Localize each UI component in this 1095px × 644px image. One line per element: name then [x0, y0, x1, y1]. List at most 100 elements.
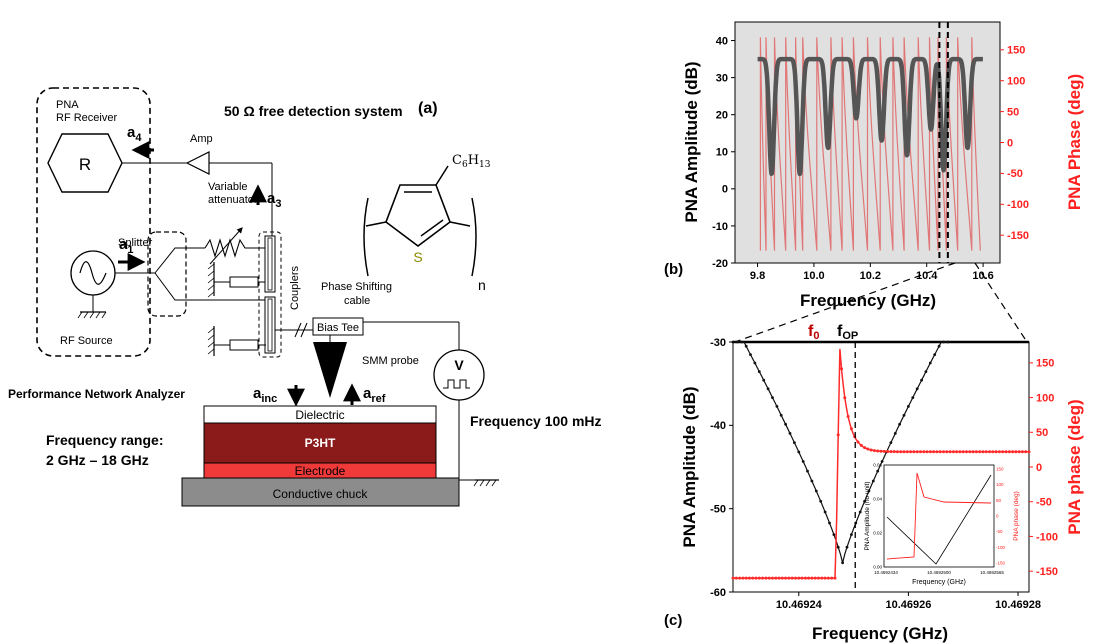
receiver-symbol: R	[79, 155, 91, 174]
amplitude-point	[793, 441, 796, 444]
panel-a-label: (a)	[418, 100, 438, 117]
phase-point	[823, 576, 827, 580]
inset-y-tick-label: 0.06	[873, 463, 882, 468]
couplers-box	[258, 231, 282, 358]
aref-label: aref	[363, 385, 386, 405]
inset-amplitude-trace	[886, 474, 992, 565]
molecule-repeat-n: n	[478, 277, 486, 293]
inset-y2-tick-label: 0	[996, 514, 999, 519]
panel-c-label: (c)	[664, 612, 682, 629]
phase-point	[902, 450, 906, 454]
y-tick-label: 30	[716, 72, 728, 84]
phase-point	[928, 450, 932, 454]
amplitude-point	[775, 405, 779, 408]
phase-point	[886, 450, 890, 453]
y-tick-label: -30	[710, 337, 726, 349]
phase-point	[892, 450, 896, 454]
y-tick-label: 150	[1036, 358, 1054, 370]
bias-tee-box	[312, 317, 364, 336]
phase-point	[899, 450, 903, 454]
phase-point	[863, 446, 867, 450]
amplitude-point	[863, 499, 866, 503]
phase-point	[951, 450, 955, 454]
a4-label: a4	[127, 124, 142, 144]
inset-frame	[883, 464, 995, 568]
phase-point	[1007, 450, 1011, 454]
phase-point	[1017, 450, 1021, 454]
f0-label: f0	[808, 323, 819, 342]
amplitude-point	[889, 441, 893, 444]
amplitude-point	[907, 405, 910, 408]
dielectric-label: Dielectric	[295, 408, 344, 422]
amplitude-point	[836, 545, 840, 549]
amplitude-point	[893, 432, 897, 435]
amplitude-point	[806, 469, 809, 473]
inset-ylabel-left: PNA Amplitude (no unit)	[864, 481, 871, 550]
c-ylabel-right: PNA phase (deg)	[1065, 399, 1084, 534]
receiver-hexagon	[47, 133, 123, 193]
bias-tee-label: Bias Tee	[317, 322, 359, 334]
fop-label: fOP	[837, 323, 858, 342]
p3ht-molecule: C6H13 S n	[363, 153, 491, 293]
phase-point	[974, 450, 978, 454]
phase-point	[994, 450, 998, 454]
phase-point	[968, 450, 972, 454]
inset-xlabel: Frequency (GHz)	[912, 579, 966, 586]
x-tick-label: 10.2	[860, 270, 881, 282]
inset-y-tick-label: 0.04	[873, 497, 882, 502]
phase-point	[965, 450, 968, 454]
amplitude-point	[766, 387, 770, 391]
phase-point	[872, 449, 876, 453]
phase-point	[909, 450, 913, 454]
amplitude-point	[797, 450, 801, 454]
phase-point	[869, 448, 873, 452]
phase-point	[889, 450, 893, 454]
amplitude-point	[810, 479, 814, 483]
panel-b-label: (b)	[664, 261, 683, 278]
rf-source-label: RF Source	[60, 335, 113, 347]
phase-point	[849, 427, 853, 431]
amplitude-point	[740, 340, 744, 344]
amplitude-point	[771, 396, 774, 399]
cable-label: cable	[344, 295, 370, 307]
y-tick-label: -40	[710, 420, 726, 432]
amplitude-point	[876, 469, 880, 473]
amplitude-point	[736, 340, 739, 344]
amplitude-point	[898, 422, 901, 426]
phase-point	[813, 576, 817, 580]
phase-point	[988, 450, 991, 454]
y-tick-label: -60	[710, 587, 726, 599]
phase-point	[958, 450, 962, 454]
variable-label: Variable	[208, 181, 248, 193]
smm-probe-tip	[313, 342, 347, 398]
amplitude-point	[744, 344, 748, 348]
amplitude-point	[788, 432, 792, 435]
phase-point	[830, 576, 834, 580]
y-tick-label: -20	[712, 258, 728, 270]
phase-point	[810, 576, 814, 580]
attenuator-symbol	[204, 238, 268, 258]
phase-point	[879, 449, 883, 453]
phase-point	[981, 450, 985, 454]
y-tick-label: 150	[1007, 45, 1025, 57]
rf-receiver-title: RF Receiver	[56, 112, 117, 124]
phase-point	[859, 443, 863, 447]
a1-label: a1	[119, 236, 133, 256]
amplitude-point	[924, 370, 928, 373]
frequency-range-label: Frequency range:	[46, 432, 163, 448]
amplitude-point	[779, 413, 783, 417]
inset-chart: 10.4692434 10.4692500 10.4692565 0.00 0.02 0.…	[864, 463, 1020, 587]
b-ylabel-left: PNA Amplitude (dB)	[682, 61, 701, 222]
phase-point	[787, 576, 791, 580]
phase-point	[777, 576, 781, 580]
phase-point	[912, 450, 916, 454]
phase-point	[741, 576, 745, 580]
phase-shift-label: Phase Shifting	[321, 281, 392, 293]
phase-point	[905, 450, 909, 454]
phase-point	[744, 576, 748, 580]
phase-point	[780, 576, 784, 580]
inset-y-tick-label: 0.00	[873, 565, 882, 570]
phase-point	[961, 450, 965, 454]
amplitude-point	[937, 344, 941, 348]
amplitude-point	[880, 460, 884, 463]
